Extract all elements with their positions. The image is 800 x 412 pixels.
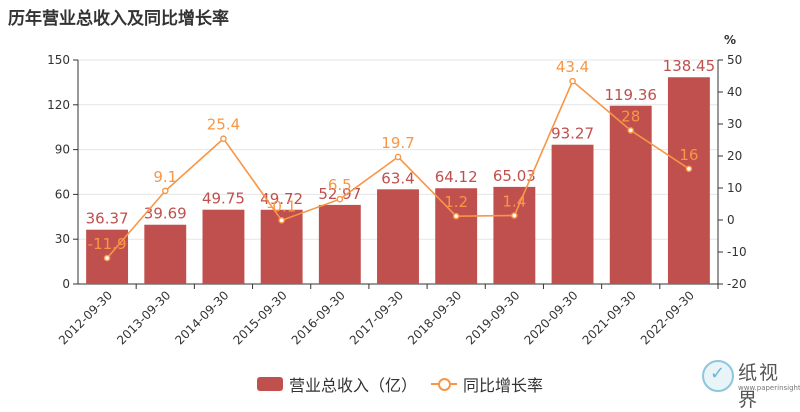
- growth-point: [627, 127, 635, 134]
- growth-data-label: 1.4: [502, 193, 526, 211]
- right-axis-tick-label: 50: [727, 53, 742, 67]
- growth-point: [685, 165, 693, 173]
- revenue-bar: [202, 209, 245, 284]
- revenue-data-label: 63.4: [381, 169, 414, 187]
- x-axis-tick-label: 2014-09-30: [172, 288, 231, 347]
- left-axis-tick-label: 150: [47, 53, 70, 67]
- revenue-data-label: 52.97: [318, 185, 361, 203]
- growth-data-label: 25.4: [207, 116, 240, 134]
- revenue-data-label: 39.69: [144, 205, 187, 223]
- growth-point: [569, 77, 576, 85]
- growth-data-label: 1.2: [444, 193, 468, 211]
- right-axis-tick-label: 30: [727, 117, 742, 131]
- right-axis-tick-label: 40: [727, 85, 742, 99]
- revenue-data-label: 64.12: [435, 168, 478, 186]
- growth-point: [452, 212, 460, 220]
- revenue-data-label: 49.75: [202, 190, 245, 208]
- revenue-bar: [144, 224, 187, 284]
- revenue-bar: [377, 189, 419, 284]
- x-axis-tick-label: 2015-09-30: [231, 288, 290, 347]
- left-axis-tick-label: 120: [47, 98, 70, 112]
- revenue-data-label: 93.27: [551, 125, 594, 143]
- x-axis-tick-label: 2016-09-30: [289, 288, 348, 347]
- growth-data-label: -11.9: [88, 235, 127, 253]
- growth-data-label: 6.5: [328, 176, 352, 194]
- revenue-data-label: 138.45: [663, 57, 716, 75]
- growth-point: [511, 212, 518, 219]
- revenue-data-label: 36.37: [86, 210, 129, 228]
- right-axis-tick-label: -20: [727, 277, 747, 291]
- growth-data-label: -0.1: [267, 197, 296, 215]
- left-axis-tick-label: 90: [55, 143, 70, 157]
- right-axis-tick-label: -10: [727, 245, 747, 259]
- watermark-logo-icon: [702, 360, 734, 392]
- chart-area: 0 30 60 90 120 150 -20 -10 0 10 20 30 40 50% 2012-09-3…: [47, 33, 747, 347]
- x-axis-tick-label: 2022-09-30: [638, 288, 697, 347]
- growth-data-label: 9.1: [153, 168, 177, 186]
- chart-legend: 营业总收入（亿） 同比增长率: [0, 372, 800, 396]
- chart-title: 历年营业总收入及同比增长率: [8, 9, 229, 29]
- x-axis-tick-label: 2020-09-30: [521, 288, 580, 347]
- legend-line-swatch: [431, 377, 457, 391]
- legend-item-revenue[interactable]: 营业总收入（亿）: [256, 372, 417, 396]
- left-axis-tick-label: 60: [55, 187, 70, 201]
- growth-data-label: 19.7: [381, 134, 414, 152]
- x-axis-tick-label: 2013-09-30: [114, 288, 173, 347]
- revenue-bar: [667, 77, 710, 284]
- revenue-bar: [609, 105, 652, 284]
- growth-data-label: 43.4: [556, 58, 589, 76]
- growth-point: [278, 217, 285, 224]
- x-axis-tick-label: 2012-09-30: [56, 288, 115, 347]
- legend-label-growth: 同比增长率: [463, 376, 544, 395]
- revenue-bar: [493, 186, 536, 284]
- left-axis-tick-label: 0: [62, 277, 70, 291]
- left-axis-tick-label: 30: [55, 232, 70, 246]
- revenue-bar: [318, 204, 361, 284]
- growth-point: [103, 254, 111, 262]
- legend-item-growth[interactable]: 同比增长率: [431, 372, 543, 396]
- x-axis-tick-label: 2018-09-30: [405, 288, 464, 347]
- legend-label-revenue: 营业总收入（亿）: [288, 376, 417, 395]
- revenue-data-label: 119.36: [604, 86, 657, 104]
- right-axis-unit-label: %: [724, 33, 736, 47]
- watermark-url: www.paperinsight.net: [738, 384, 800, 392]
- x-axis-tick-label: 2019-09-30: [463, 288, 522, 347]
- growth-point: [394, 153, 402, 161]
- growth-point: [336, 195, 344, 203]
- growth-point: [161, 187, 169, 195]
- right-axis-tick-label: 0: [727, 213, 735, 227]
- legend-bar-swatch: [256, 377, 283, 391]
- growth-data-label: 16: [679, 146, 698, 164]
- revenue-bar: [551, 144, 594, 284]
- x-axis-tick-label: 2017-09-30: [347, 288, 406, 347]
- right-axis-tick-label: 10: [727, 181, 742, 195]
- revenue-data-label: 49.72: [260, 190, 303, 208]
- x-axis-tick-label: 2021-09-30: [580, 288, 639, 347]
- growth-point: [220, 135, 227, 143]
- growth-data-label: 28: [621, 107, 640, 125]
- revenue-data-label: 65.03: [493, 167, 536, 185]
- revenue-bar: [435, 188, 478, 284]
- right-axis-tick-label: 20: [727, 149, 742, 163]
- watermark: 纸视界 www.paperinsight.net: [698, 352, 800, 411]
